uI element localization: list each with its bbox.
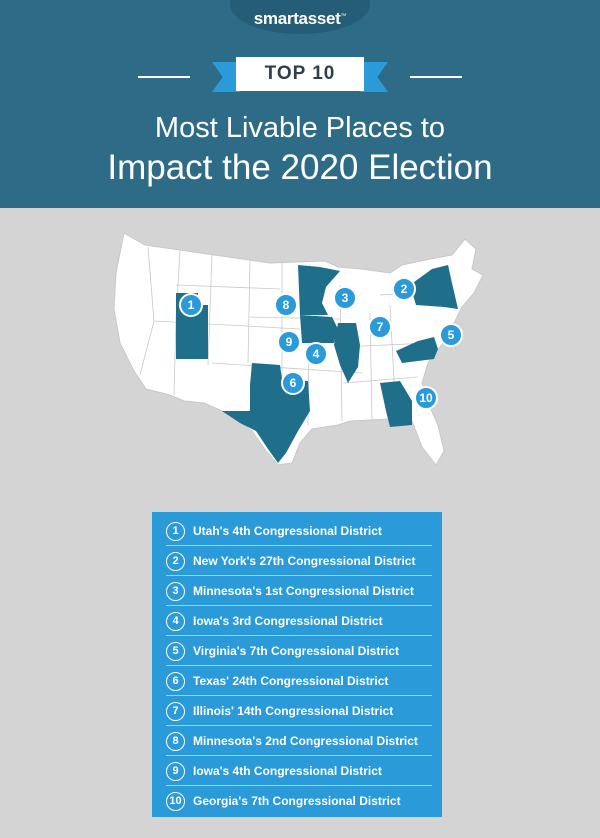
state-iowa — [300, 315, 338, 343]
map-marker-10: 10 — [414, 386, 438, 410]
state-minnesota — [298, 265, 340, 315]
ribbon-tail-right — [360, 62, 388, 92]
list-item: 8 Minnesota's 2nd Congressional District — [166, 726, 432, 756]
district-name: Virginia's 7th Congressional District — [193, 644, 400, 658]
divider-right — [410, 76, 462, 78]
rank-badge: 6 — [166, 672, 185, 691]
district-name: Iowa's 4th Congressional District — [193, 764, 382, 778]
list-item: 1 Utah's 4th Congressional District — [166, 516, 432, 546]
map-marker-1: 1 — [179, 293, 203, 317]
rank-badge: 1 — [166, 522, 185, 541]
us-map — [113, 232, 484, 466]
rank-badge: 9 — [166, 762, 185, 781]
rank-badge: 4 — [166, 612, 185, 631]
district-name: Georgia's 7th Congressional District — [193, 794, 401, 808]
state-georgia — [380, 381, 412, 427]
district-name: Illinois' 14th Congressional District — [193, 704, 394, 718]
logo-tab: smartasset™ — [230, 0, 370, 34]
rank-badge: 7 — [166, 702, 185, 721]
title-line-1: Most Livable Places to — [154, 112, 446, 144]
smartasset-logo: smartasset™ — [253, 9, 347, 28]
list-item: 5 Virginia's 7th Congressional District — [166, 636, 432, 666]
district-name: Minnesota's 2nd Congressional District — [193, 734, 418, 748]
list-item: 9 Iowa's 4th Congressional District — [166, 756, 432, 786]
map-marker-7: 7 — [368, 315, 392, 339]
state-illinois — [334, 323, 360, 383]
list-item: 10 Georgia's 7th Congressional District — [166, 786, 432, 816]
state-virginia — [396, 337, 438, 363]
rank-badge: 5 — [166, 642, 185, 661]
title-line-2: Impact the 2020 Election — [107, 148, 493, 187]
map-marker-2: 2 — [392, 277, 416, 301]
list-item: 7 Illinois' 14th Congressional District — [166, 696, 432, 726]
district-name: Texas' 24th Congressional District — [193, 674, 389, 688]
map-marker-3: 3 — [333, 286, 357, 310]
district-name: New York's 27th Congressional District — [193, 554, 416, 568]
rank-badge: 8 — [166, 732, 185, 751]
rank-badge: 10 — [166, 792, 185, 811]
rank-badge: 2 — [166, 552, 185, 571]
map-marker-6: 6 — [281, 371, 305, 395]
map-marker-5: 5 — [439, 323, 463, 347]
map-marker-4: 4 — [304, 342, 328, 366]
map-marker-8: 8 — [274, 293, 298, 317]
top-10-badge: TOP 10 — [236, 57, 364, 91]
list-item: 6 Texas' 24th Congressional District — [166, 666, 432, 696]
list-item: 3 Minnesota's 1st Congressional District — [166, 576, 432, 606]
district-name: Minnesota's 1st Congressional District — [193, 584, 414, 598]
rank-badge: 3 — [166, 582, 185, 601]
list-item: 4 Iowa's 3rd Congressional District — [166, 606, 432, 636]
district-name: Iowa's 3rd Congressional District — [193, 614, 383, 628]
rankings-list: 1 Utah's 4th Congressional District 2 Ne… — [152, 512, 442, 817]
map-marker-9: 9 — [277, 330, 301, 354]
header-banner: smartasset™ TOP 10 Most Livable Places t… — [0, 0, 600, 208]
district-name: Utah's 4th Congressional District — [193, 524, 382, 538]
list-item: 2 New York's 27th Congressional District — [166, 546, 432, 576]
state-new-york — [410, 265, 458, 309]
divider-left — [138, 76, 190, 78]
